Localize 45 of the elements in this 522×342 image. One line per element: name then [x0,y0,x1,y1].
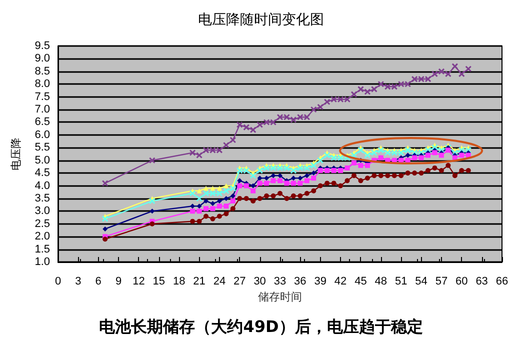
x-tick-label: 51 [394,276,408,288]
x-tick-label: 15 [152,276,166,288]
y-tick-label: 8.0 [34,78,50,90]
y-tick-label: 8.5 [34,65,50,78]
y-tick-label: 1.5 [34,243,50,256]
x-tick-label: 66 [496,276,508,288]
y-tick-label: 7.0 [34,104,50,116]
x-tick-label: 48 [374,276,388,288]
x-axis-title: 储存时间 [258,290,302,304]
x-tick-label: 54 [415,276,428,288]
x-tick-label: 63 [476,276,488,288]
x-tick-label: 60 [456,276,468,288]
x-tick-label: 9 [115,276,122,288]
x-tick-label: 27 [234,276,246,288]
x-tick-label: 18 [172,276,186,288]
y-axis-title: 电压降 [10,138,22,170]
y-tick-label: 4.0 [34,180,50,192]
x-tick-label: 39 [314,276,326,288]
x-tick-label: 42 [334,276,347,288]
y-tick-label: 9.0 [34,52,50,65]
y-tick-label: 5.5 [34,142,50,154]
x-tick-label: 24 [213,276,226,288]
y-tick-label: 4.5 [34,167,50,180]
x-tick-label: 45 [354,276,367,288]
x-tick-label: 33 [274,276,286,288]
y-tick-label: 1.0 [34,256,50,268]
x-tick-label: 0 [54,276,62,288]
x-tick-label: 21 [193,276,206,288]
y-tick-label: 6.5 [34,116,50,128]
x-tick-label: 3 [75,276,82,288]
y-tick-label: 3.0 [34,205,50,218]
x-tick-label: 30 [254,276,266,288]
x-tick-label: 12 [132,276,145,288]
y-tick-label: 7.5 [34,90,50,103]
x-tick-label: 36 [294,276,306,288]
text: 电池长期储存（大约49D）后，电压趋于稳定 [98,316,424,338]
y-tick-label: 5.0 [34,154,50,166]
y-tick-label: 2.0 [34,230,50,243]
y-tick-label: 6.0 [34,128,50,141]
chart-title: 电压降随时间变化图 [198,12,324,28]
x-tick-label: 57 [435,276,448,288]
y-tick-label: 9.5 [34,40,50,52]
y-tick-label: 2.5 [34,218,50,230]
x-tick-label: 6 [95,276,102,288]
y-tick-label: 3.5 [34,192,50,204]
